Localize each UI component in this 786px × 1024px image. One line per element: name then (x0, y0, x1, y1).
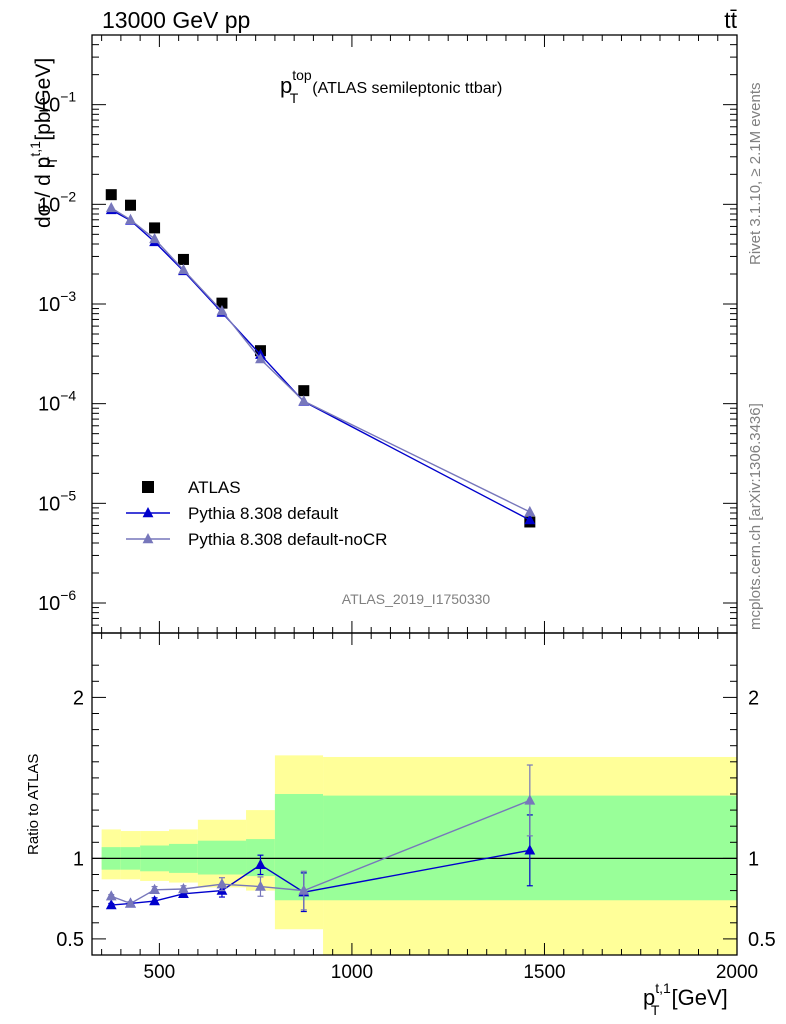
ratio-y-tick-label-left: 2 (73, 687, 84, 709)
legend-entry-label: Pythia 8.308 default-noCR (188, 530, 387, 549)
y-tick-label: 10−1 (38, 89, 76, 117)
y-tick-label: 10−6 (38, 587, 76, 615)
pythia-nocr-point (178, 263, 189, 275)
legend: ATLAS Pythia 8.308 default Pythia 8.308 de… (126, 478, 387, 549)
ratio-series-layer (105, 764, 536, 913)
legend-triangle-marker (142, 507, 154, 518)
ratio-pythia-nocr-point (149, 883, 160, 894)
y-tick-label: 10−4 (38, 388, 76, 416)
ratio-pythia-nocr-line (111, 799, 531, 905)
header-process-label: 13000 GeV pp (102, 7, 250, 33)
ratio-pythia-default-point (149, 895, 160, 906)
rivet-version-label: Rivet 3.1.10, ≥ 2.1M events (747, 83, 764, 266)
ratio-band-green (197, 840, 247, 875)
ratio-pythia-nocr-point (524, 794, 536, 805)
atlas-data-point (105, 189, 117, 201)
main-y-axis-label: dσ / d pt,1T [pb/GeV] (27, 58, 60, 228)
mcplots-label: mcplots.cern.ch [arXiv:1306.3436] (747, 403, 764, 630)
ratio-y-tick-label-left: 0.5 (56, 929, 84, 951)
x-tick-label: 500 (144, 962, 176, 983)
ratio-pythia-nocr-point (298, 884, 310, 895)
axes-layer: 500 1000 1500 2000 10−1 10−2 10−3 10−4 10−5 10−6 0… (38, 34, 776, 983)
x-tick-label: 2000 (716, 962, 758, 983)
legend-entry-label: ATLAS (188, 478, 241, 497)
pythia-nocr-point (524, 505, 536, 517)
ratio-pythia-default-line (111, 849, 530, 906)
y-tick-label: 10−2 (38, 188, 76, 216)
atlas-data-point (125, 199, 137, 211)
pythia-nocr-point (125, 213, 136, 224)
legend-atlas-marker (142, 481, 154, 493)
x-tick-label: 1500 (523, 962, 565, 983)
ratio-pythia-nocr-point (105, 890, 117, 901)
ratio-y-tick-label-right: 0.5 (748, 929, 776, 951)
pythia-nocr-point (149, 232, 160, 244)
x-tick-label: 1000 (331, 962, 373, 983)
ratio-y-tick-label-right: 1 (748, 848, 759, 870)
atlas-data-point (298, 385, 310, 397)
ratio-pythia-nocr-point (178, 882, 189, 894)
header-ttbar-label: tt̄ (724, 7, 737, 33)
ratio-y-tick-label-left: 1 (73, 848, 84, 870)
pythia-default-point (524, 514, 536, 525)
ratio-y-axis-label: Ratio to ATLAS (25, 754, 42, 855)
main-plot-title: ptop T(ATLAS semileptonic ttbar) (280, 67, 502, 106)
ratio-band-green (274, 794, 324, 901)
pythia-nocr-point (298, 395, 310, 406)
atlas-data-point (216, 297, 228, 309)
y-tick-label: 10−5 (38, 487, 76, 515)
pythia-nocr-point (105, 201, 117, 213)
ratio-pythia-default-point (524, 844, 536, 855)
legend-entry-label: Pythia 8.308 default (188, 504, 339, 523)
atlas-data-point (149, 222, 161, 234)
legend-triangle-marker (142, 533, 154, 544)
ratio-pythia-nocr-point (255, 880, 266, 891)
atlas-data-point (177, 253, 189, 265)
pythia-default-line (110, 209, 531, 521)
pythia-nocr-point (216, 305, 228, 316)
ratio-y-tick-label-right: 2 (748, 687, 759, 709)
main-series-layer (105, 189, 536, 528)
ratio-pythia-default-point (255, 858, 266, 870)
y-tick-label: 10−3 (38, 288, 76, 316)
ratio-uncertainty-bands (92, 755, 737, 955)
pythia-nocr-point (255, 353, 266, 364)
analysis-watermark: ATLAS_2019_I1750330 (342, 591, 491, 607)
pythia-nocr-line (110, 207, 531, 513)
ratio-pythia-default-point (105, 899, 117, 910)
ratio-pythia-nocr-point (125, 897, 136, 908)
x-axis-label: pt,1 T [GeV] (643, 980, 728, 1018)
ratio-pythia-nocr-point (216, 878, 228, 889)
